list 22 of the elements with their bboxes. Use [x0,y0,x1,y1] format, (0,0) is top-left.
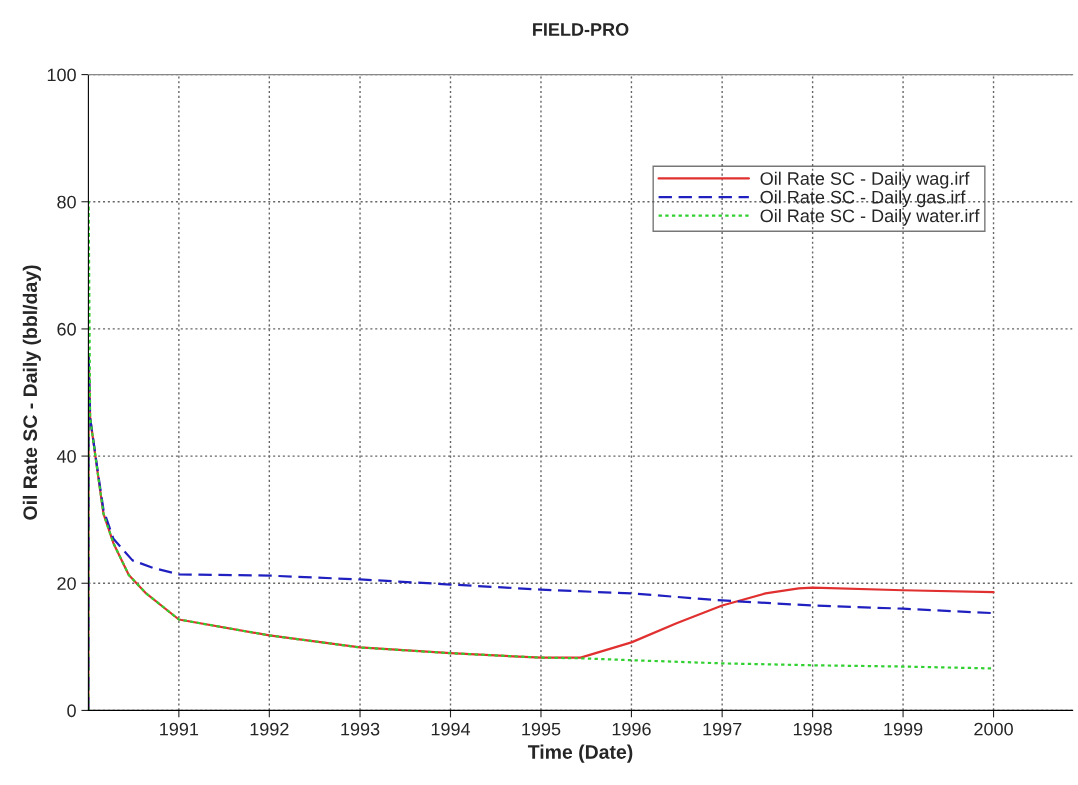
legend-label: Oil Rate SC - Daily water.irf [760,208,980,226]
x-tick-label: 1998 [793,722,832,736]
y-tick-label: 100 [47,68,76,82]
y-tick-label: 40 [56,450,76,463]
x-tick-label: 1991 [160,722,199,736]
y-tick-label: 0 [67,704,76,718]
x-tick-label: 1993 [341,722,380,736]
legend-label: Oil Rate SC - Daily gas.irf [760,190,966,208]
y-tick-label: 20 [57,577,76,590]
x-tick-label: 1999 [884,722,923,736]
y-axis-title: Oil Rate SC - Daily (bbl/day) [22,265,41,520]
x-tick-label: 1992 [250,722,289,736]
chart-title: FIELD-PRO [533,23,629,36]
y-tick-label: 80 [57,195,76,209]
x-tick-label: 1995 [522,722,561,736]
x-tick-label: 1997 [703,722,742,736]
x-tick-label: 1994 [431,722,471,736]
legend-label: Oil Rate SC - Daily wag.irf [760,171,970,189]
x-axis-title: Time (Date) [527,744,633,763]
x-tick-label: 1996 [612,722,651,736]
x-tick-label: 2000 [974,722,1013,736]
y-tick-label: 60 [57,322,76,336]
